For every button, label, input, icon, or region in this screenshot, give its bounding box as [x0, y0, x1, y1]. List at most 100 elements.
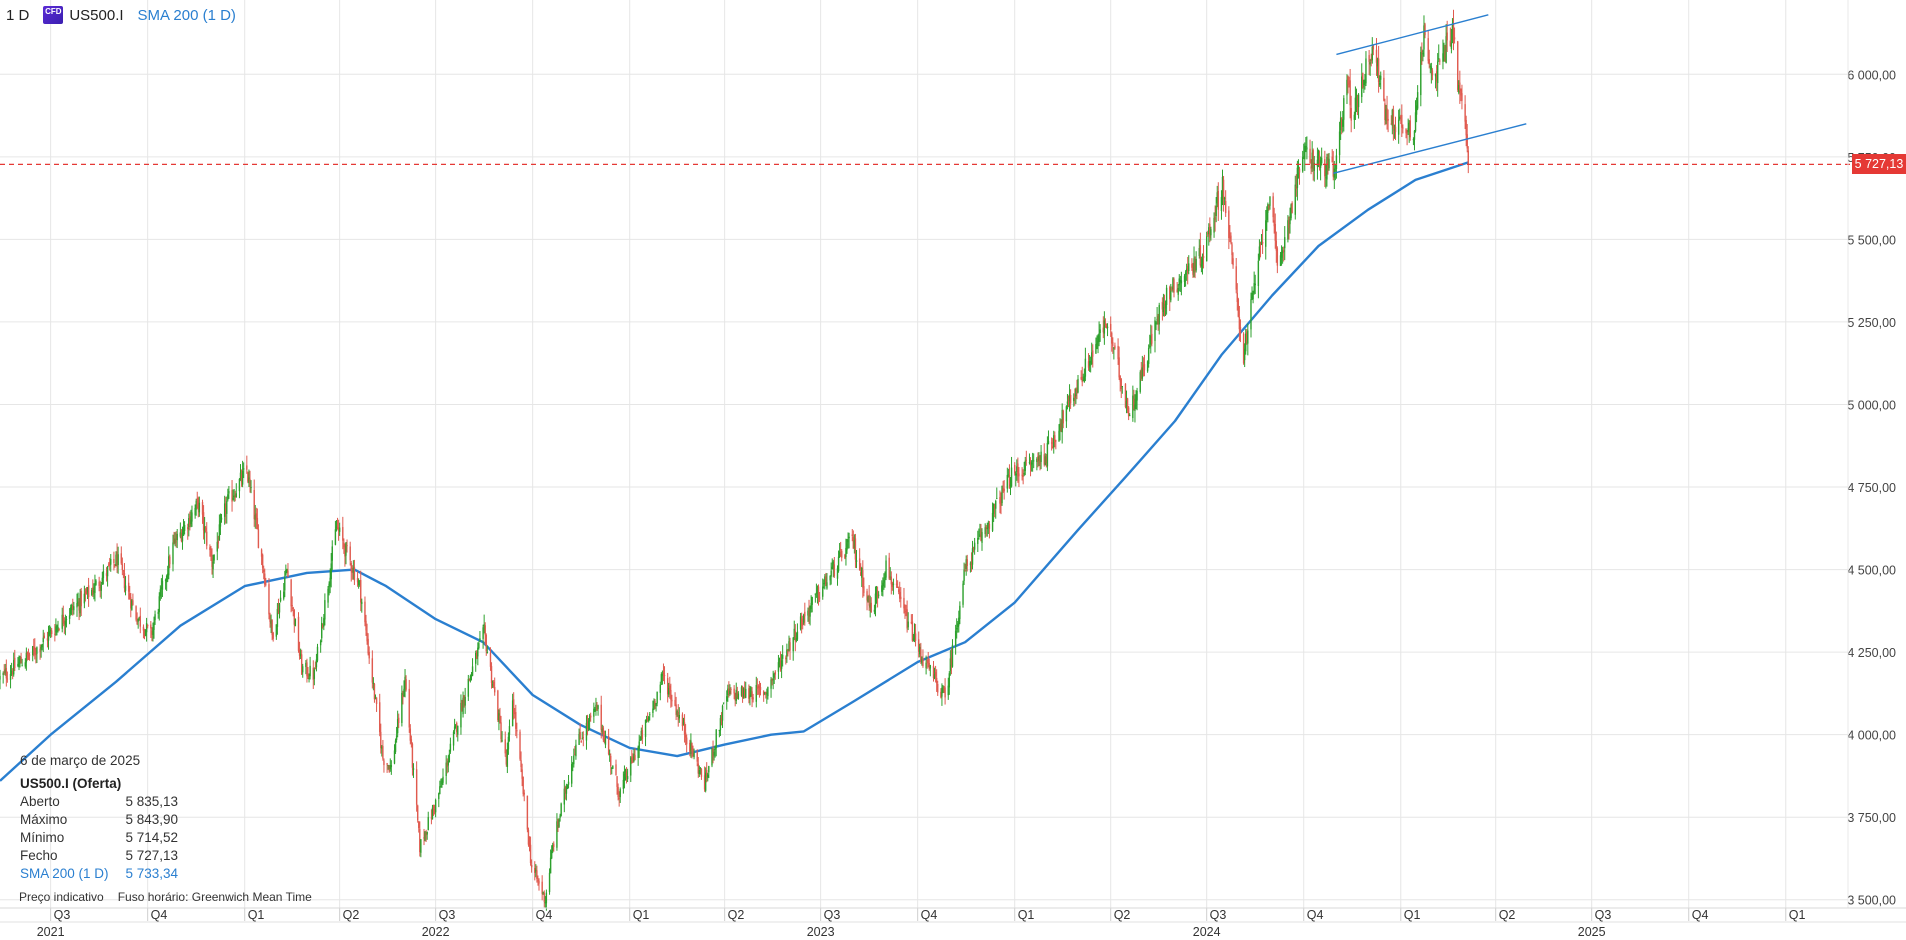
candle-body: [1051, 446, 1054, 449]
candle-body: [139, 615, 141, 627]
candle-body: [736, 692, 739, 698]
candle-body: [1464, 104, 1466, 122]
candle-body: [336, 527, 339, 529]
candle-body: [176, 533, 178, 541]
timeframe-selector[interactable]: 1 D: [6, 6, 30, 24]
candle-body: [1349, 80, 1351, 106]
candle-body: [948, 673, 951, 688]
candle-body: [1147, 347, 1150, 364]
candle-body: [585, 722, 588, 741]
candle-body: [1384, 103, 1386, 120]
candle-body: [889, 576, 891, 578]
candle-body: [874, 593, 877, 609]
candle-body: [1105, 326, 1108, 328]
candle-body: [927, 658, 929, 664]
chart-header: 1 D CFD US500.I SMA 200 (1 D): [6, 6, 236, 24]
candle-body: [640, 730, 643, 740]
candle-body: [1007, 474, 1010, 476]
symbol-name: US500.I: [69, 6, 124, 24]
candle-body: [1047, 440, 1050, 445]
candle-body: [1000, 502, 1002, 506]
candle-body: [940, 691, 942, 698]
candle-body: [403, 688, 405, 697]
candle-body: [290, 579, 292, 607]
candle-body: [647, 716, 650, 722]
candle-body: [910, 622, 913, 624]
candle-body: [283, 591, 285, 599]
candle-body: [845, 547, 847, 558]
candle-body: [351, 570, 354, 573]
candle-body: [72, 605, 74, 610]
candle-body: [1113, 347, 1115, 349]
candle-body: [2, 673, 4, 676]
candle-body: [404, 676, 406, 689]
candle-body: [684, 732, 687, 738]
candle-body: [432, 807, 435, 809]
candle-body: [950, 657, 953, 665]
candle-body: [1439, 60, 1441, 62]
candle-body: [905, 610, 907, 612]
candle-body: [529, 844, 532, 863]
candle-body: [662, 672, 665, 674]
candle-body: [713, 751, 715, 756]
candle-body: [309, 665, 311, 677]
candle-body: [1273, 220, 1275, 227]
candle-body: [442, 776, 444, 783]
candle-body: [949, 658, 952, 671]
candle-body: [235, 493, 237, 498]
candle-body: [796, 631, 799, 640]
candle-body: [900, 596, 902, 600]
candle-body: [1230, 235, 1232, 243]
candle-body: [595, 704, 597, 707]
candle-body: [1066, 401, 1069, 404]
symbol-label[interactable]: CFD US500.I: [43, 6, 124, 24]
candle-body: [405, 679, 407, 690]
candle-body: [61, 614, 63, 629]
candle-body: [1450, 42, 1453, 49]
candle-body: [1188, 263, 1190, 271]
candle-body: [312, 667, 314, 680]
candle-body: [853, 540, 856, 548]
candle-body: [191, 512, 193, 522]
candle-body: [527, 829, 530, 845]
candle-body: [1438, 58, 1440, 60]
candle-body: [892, 583, 895, 585]
candle-body: [31, 646, 34, 655]
candle-body: [1460, 88, 1462, 96]
candle-body: [1062, 410, 1064, 424]
candle-body: [1023, 472, 1025, 475]
candle-body: [696, 752, 698, 762]
candle-body: [1318, 155, 1321, 168]
candle-body: [700, 769, 703, 777]
candle-body: [11, 671, 14, 675]
candle-body: [253, 489, 255, 520]
candle-body: [634, 754, 636, 761]
x-quarter-label: Q1: [1018, 908, 1035, 922]
candle-body: [1392, 109, 1395, 129]
candle-body: [1039, 456, 1041, 464]
indicator-label[interactable]: SMA 200 (1 D): [137, 6, 236, 24]
candle-body: [1050, 442, 1053, 444]
candle-body: [1018, 473, 1020, 477]
candle-body: [1010, 467, 1013, 487]
candle-body: [293, 610, 295, 625]
candle-body: [862, 570, 864, 588]
candle-body: [1436, 61, 1439, 84]
candle-body: [319, 640, 322, 646]
candle-body: [793, 628, 795, 639]
candle-body: [1446, 32, 1448, 41]
candle-body: [751, 691, 753, 700]
chart-grid: [0, 0, 1848, 908]
x-quarter-label: Q3: [54, 908, 71, 922]
candle-body: [1342, 119, 1344, 127]
candle-body: [423, 837, 425, 839]
price-axis[interactable]: 3 500,00 3 750,00 4 000,00 4 250,00 4 500,00…: [1847, 0, 1896, 908]
candle-body: [1156, 318, 1158, 321]
candle-body: [412, 768, 415, 770]
time-axis[interactable]: Q2Q3Q4Q1Q2Q3Q4Q1Q2Q3Q4Q1Q2Q3Q4Q1Q2Q3Q4Q1…: [0, 907, 1906, 939]
candle-body: [618, 797, 620, 800]
candle-body: [233, 495, 235, 498]
candle-body: [1316, 159, 1319, 167]
candle-body: [154, 614, 156, 621]
